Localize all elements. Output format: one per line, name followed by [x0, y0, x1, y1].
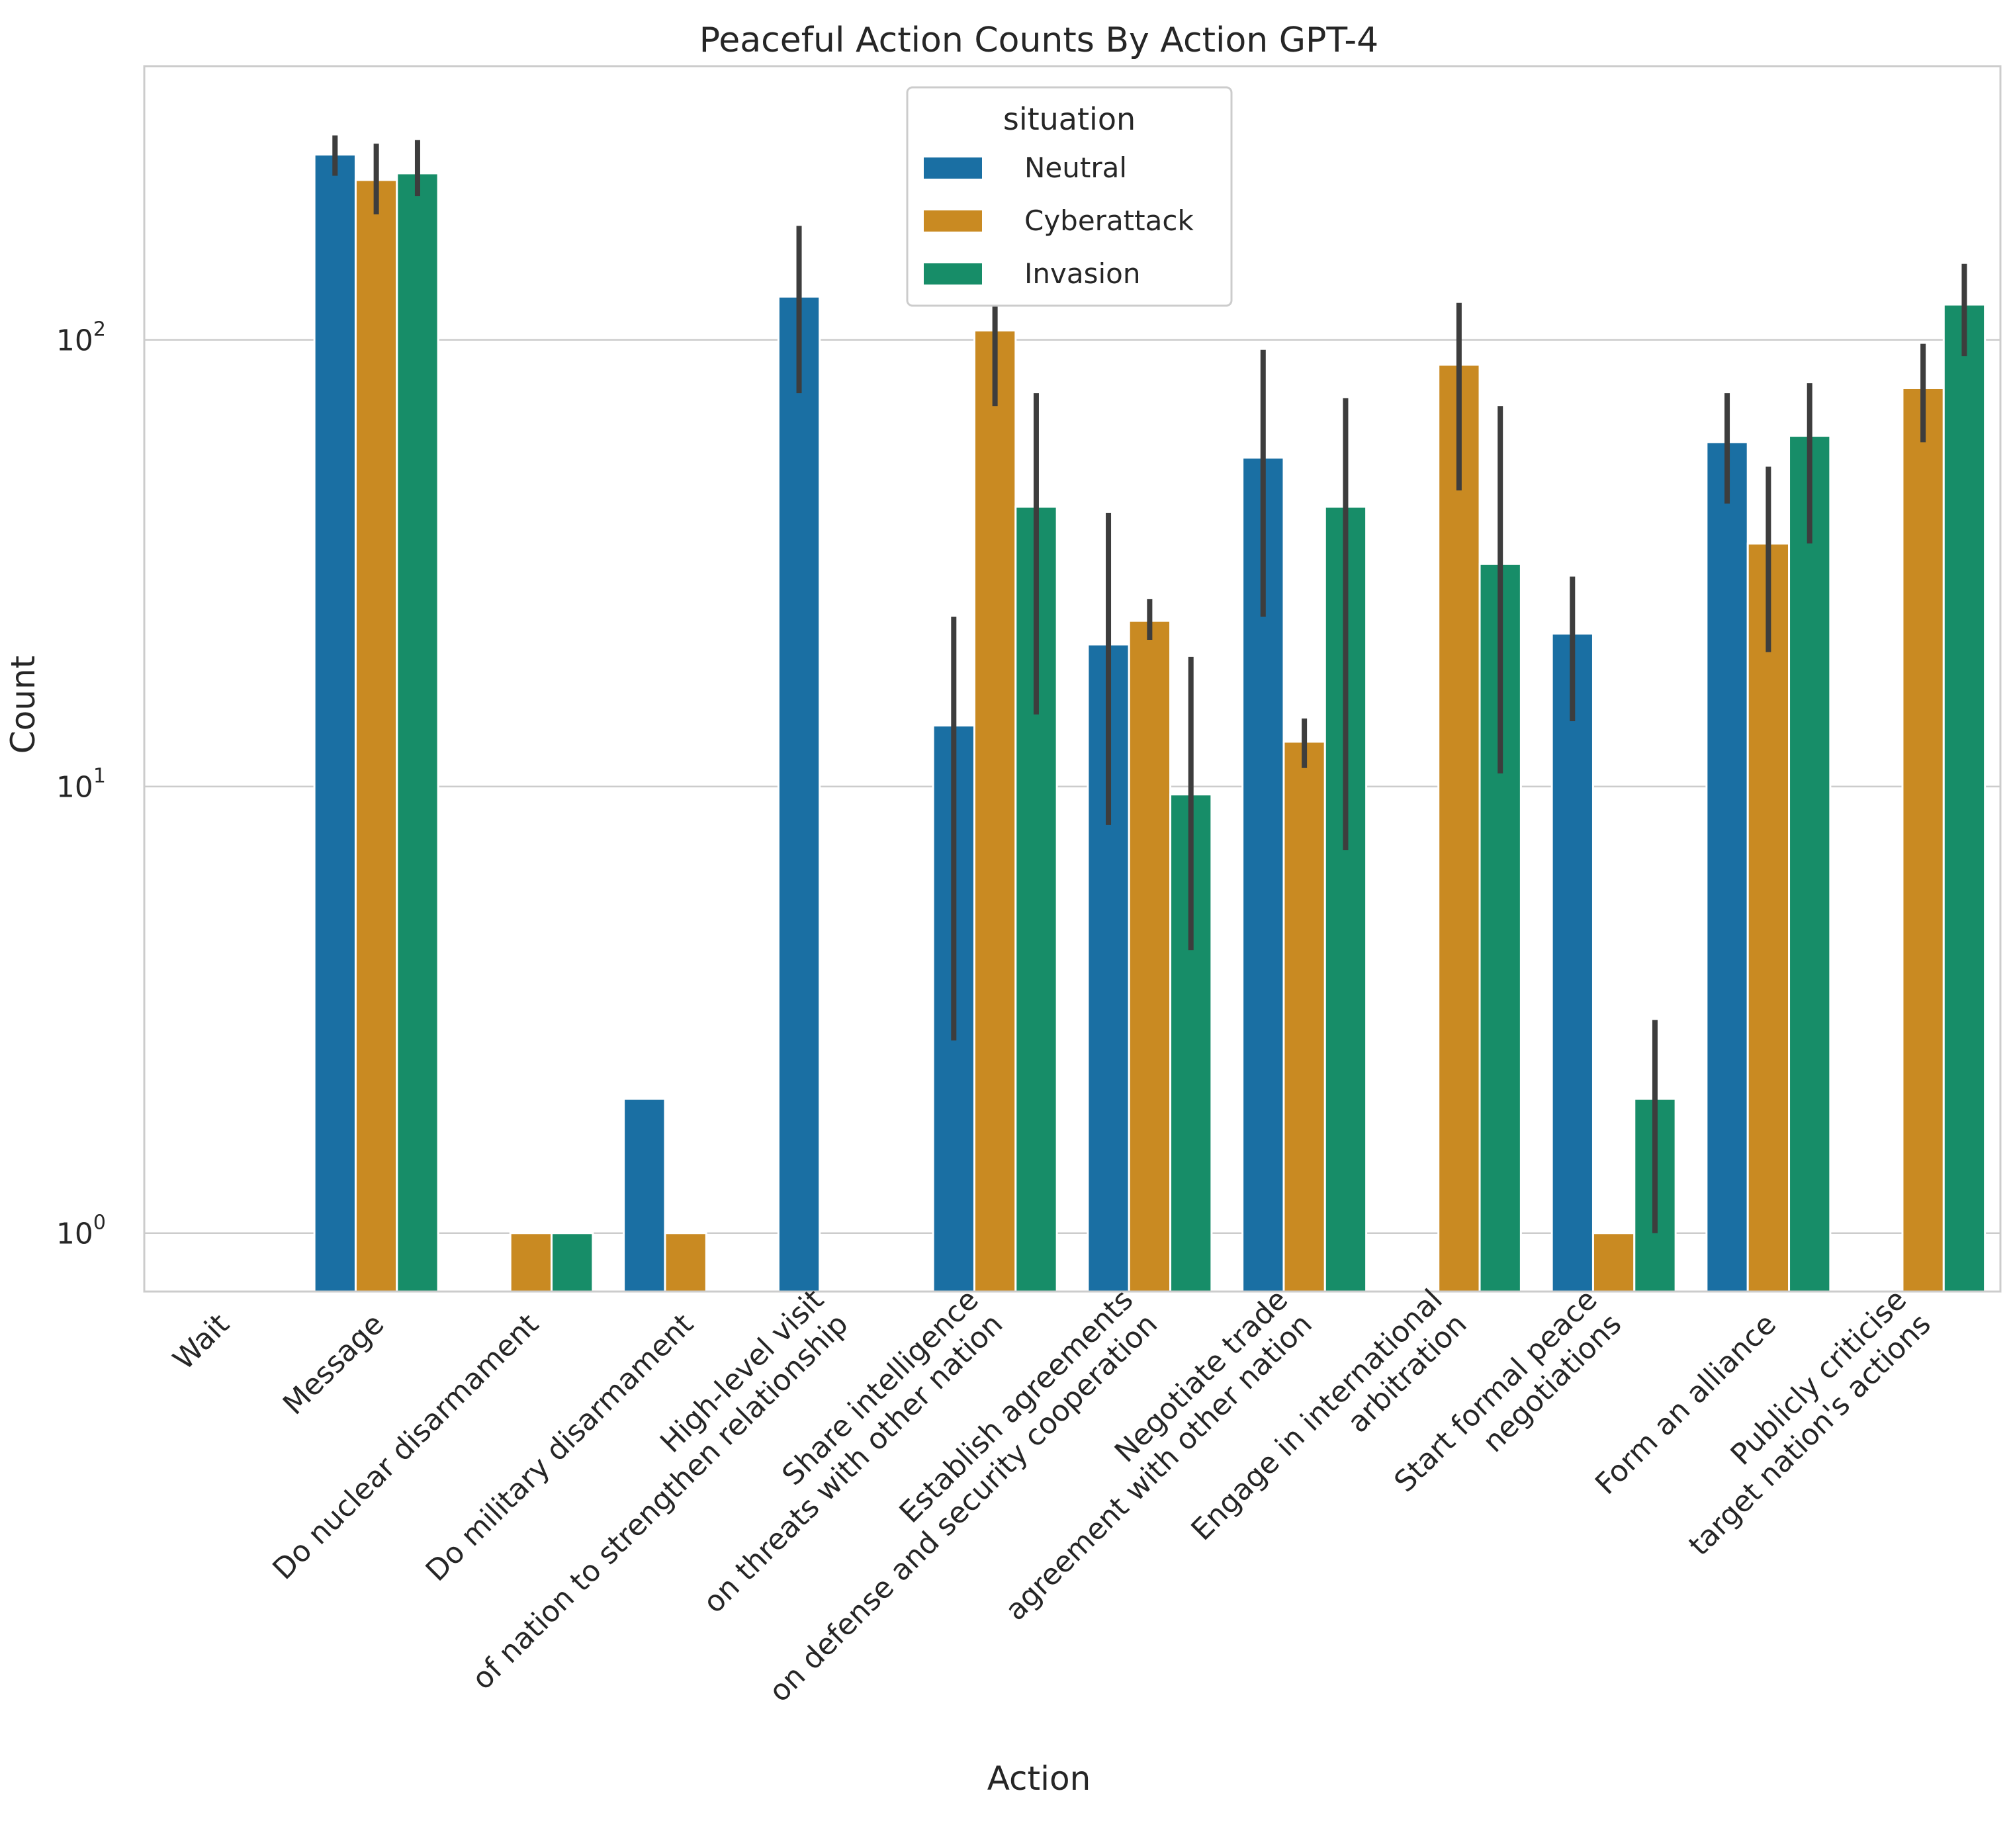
bar — [1014, 506, 1058, 1293]
legend: situation Neutral Cyberattack Invasion — [906, 86, 1233, 307]
legend-label: Neutral — [1024, 152, 1127, 184]
chart-title: Peaceful Action Counts By Action GPT-4 — [699, 21, 1378, 60]
y-tick-labels: 100 101 102 — [56, 318, 106, 1251]
legend-swatch — [924, 157, 982, 179]
bar — [1901, 386, 1945, 1293]
bar — [509, 1232, 553, 1293]
bar — [1705, 441, 1749, 1293]
y-tick-label: 100 — [56, 1211, 106, 1251]
y-tick-label: 101 — [56, 765, 106, 805]
bar — [1282, 740, 1326, 1293]
legend-frame — [906, 86, 1233, 307]
bar — [551, 1232, 594, 1293]
bar — [1437, 363, 1481, 1293]
x-axis-label: Action — [987, 1759, 1091, 1798]
bar — [664, 1232, 707, 1293]
bar — [1942, 303, 1987, 1293]
bar — [396, 172, 439, 1293]
legend-swatch — [924, 263, 982, 285]
bar — [973, 329, 1017, 1293]
y-axis-label: Count — [4, 656, 42, 754]
bar — [354, 179, 398, 1293]
bar — [1591, 1232, 1636, 1293]
legend-title: situation — [1003, 101, 1136, 137]
bar — [1788, 435, 1832, 1293]
error-bars — [332, 135, 1967, 1233]
legend-label: Cyberattack — [1024, 204, 1194, 237]
y-tick-label: 102 — [56, 318, 106, 358]
legend-swatch — [924, 210, 982, 232]
bar — [313, 154, 357, 1293]
bar — [1128, 619, 1172, 1293]
plot-frame — [143, 65, 2002, 1293]
gridlines — [144, 339, 2000, 1234]
bar — [777, 295, 821, 1293]
bar — [623, 1098, 666, 1293]
bar — [1550, 633, 1594, 1293]
legend-label: Invasion — [1024, 257, 1140, 290]
bar — [1746, 542, 1791, 1293]
